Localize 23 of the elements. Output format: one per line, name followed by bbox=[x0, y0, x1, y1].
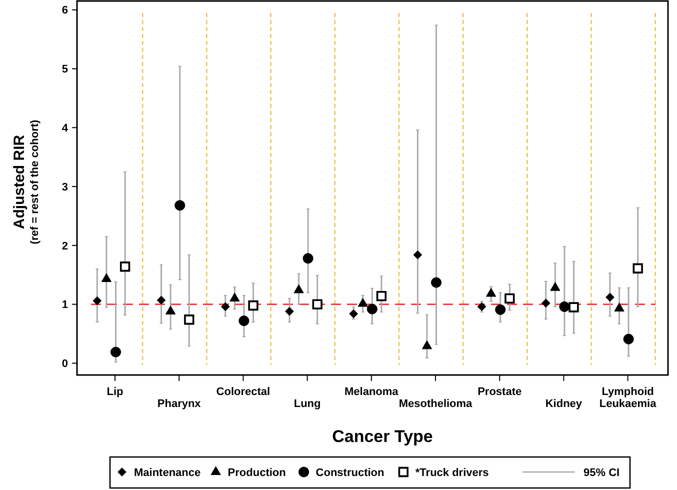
x-axis-title: Cancer Type bbox=[332, 427, 433, 446]
text: 95% CI bbox=[584, 467, 620, 479]
legend-label: *Truck drivers bbox=[415, 467, 489, 479]
x-tick-label: Lymphoid Leukaemia bbox=[599, 386, 658, 410]
y-axis-title: Adjusted RIR (ref = rest of the cohort) bbox=[11, 119, 41, 244]
legend-label: Construction bbox=[316, 467, 385, 479]
x-tick-label: Pharynx bbox=[157, 398, 202, 410]
x-tick-label: Kidney bbox=[545, 398, 583, 410]
x-tick-label: Prostate bbox=[478, 386, 522, 398]
legend-label: Maintenance bbox=[134, 467, 201, 479]
y-tick-label: 1 bbox=[62, 299, 68, 312]
x-tick-label: Melanoma bbox=[344, 386, 400, 398]
y-tick-label: 4 bbox=[62, 122, 69, 134]
y-tick-label: 6 bbox=[62, 4, 68, 17]
x-tick-label: Mesothelioma bbox=[398, 398, 474, 410]
y-tick-label: 2 bbox=[62, 240, 68, 252]
y-tick-label: 3 bbox=[62, 181, 68, 194]
x-tick-label: Lip bbox=[106, 386, 124, 398]
legend-label: Production bbox=[228, 467, 286, 479]
y-tick-label: 5 bbox=[62, 64, 68, 76]
x-tick-label: Lung bbox=[294, 398, 321, 410]
y-tick-label: 0 bbox=[62, 358, 68, 370]
x-tick-label: Colorectal bbox=[216, 386, 270, 398]
